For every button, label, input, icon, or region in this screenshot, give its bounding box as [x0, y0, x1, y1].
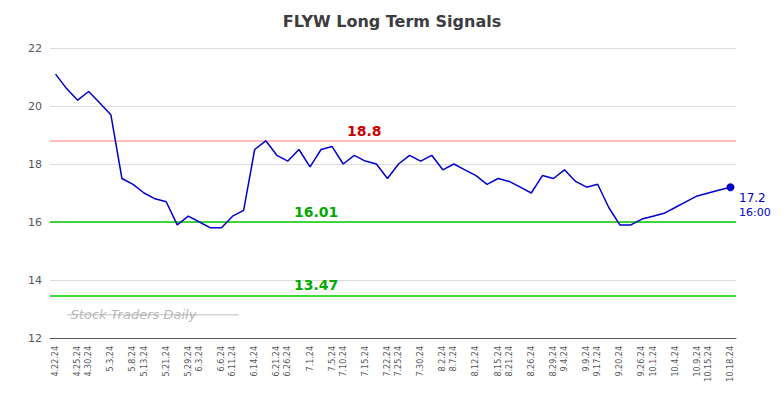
svg-text:7.10.24: 7.10.24: [339, 346, 348, 377]
svg-text:6.26.24: 6.26.24: [283, 346, 292, 377]
svg-text:12: 12: [28, 332, 42, 345]
svg-text:8.29.24: 8.29.24: [549, 346, 558, 377]
svg-text:4.30.24: 4.30.24: [84, 346, 93, 377]
svg-text:6.6.24: 6.6.24: [217, 346, 226, 371]
svg-text:7.25.24: 7.25.24: [394, 346, 403, 377]
svg-text:10.15.24: 10.15.24: [704, 346, 713, 382]
svg-text:7.30.24: 7.30.24: [416, 346, 425, 377]
svg-text:FLYW Long Term Signals: FLYW Long Term Signals: [283, 12, 501, 31]
svg-text:17.2: 17.2: [739, 191, 766, 205]
svg-text:8.7.24: 8.7.24: [449, 346, 458, 371]
svg-text:10.9.24: 10.9.24: [693, 346, 702, 377]
svg-text:7.1.24: 7.1.24: [306, 346, 315, 371]
svg-text:5.21.24: 5.21.24: [162, 346, 171, 377]
svg-text:20: 20: [28, 100, 42, 113]
svg-text:8.26.24: 8.26.24: [527, 346, 536, 377]
svg-text:9.20.24: 9.20.24: [615, 346, 624, 377]
svg-text:9.26.24: 9.26.24: [637, 346, 646, 377]
svg-text:13.47: 13.47: [294, 277, 338, 293]
svg-text:18.8: 18.8: [347, 123, 382, 139]
svg-text:7.5.24: 7.5.24: [328, 346, 337, 371]
svg-text:5.3.24: 5.3.24: [106, 346, 115, 371]
svg-text:9.4.24: 9.4.24: [560, 346, 569, 371]
svg-text:8.21.24: 8.21.24: [505, 346, 514, 377]
svg-text:6.14.24: 6.14.24: [250, 346, 259, 377]
svg-text:6.3.24: 6.3.24: [195, 346, 204, 371]
svg-text:7.22.24: 7.22.24: [383, 346, 392, 377]
svg-text:22: 22: [28, 42, 42, 55]
svg-text:5.13.24: 5.13.24: [140, 346, 149, 377]
svg-text:7.15.24: 7.15.24: [361, 346, 370, 377]
svg-text:16.01: 16.01: [294, 204, 338, 220]
svg-text:8.2.24: 8.2.24: [438, 346, 447, 371]
svg-text:9.9.24: 9.9.24: [582, 346, 591, 371]
svg-text:5.29.24: 5.29.24: [184, 346, 193, 377]
svg-text:5.8.24: 5.8.24: [128, 346, 137, 371]
svg-text:16: 16: [28, 216, 42, 229]
svg-text:6.11.24: 6.11.24: [228, 346, 237, 377]
svg-text:10.4.24: 10.4.24: [671, 346, 680, 377]
svg-text:9.17.24: 9.17.24: [593, 346, 602, 377]
svg-text:4.25.24: 4.25.24: [73, 346, 82, 377]
svg-text:14: 14: [28, 274, 42, 287]
svg-text:8.15.24: 8.15.24: [494, 346, 503, 377]
svg-text:6.21.24: 6.21.24: [272, 346, 281, 377]
svg-text:10.1.24: 10.1.24: [649, 346, 658, 377]
svg-text:Stock Traders Daily: Stock Traders Daily: [70, 307, 197, 323]
svg-text:8.12.24: 8.12.24: [471, 346, 480, 377]
svg-text:18: 18: [28, 158, 42, 171]
svg-text:4.22.24: 4.22.24: [51, 346, 60, 377]
svg-text:16:00: 16:00: [739, 206, 771, 219]
svg-text:10.18.24: 10.18.24: [726, 346, 735, 382]
